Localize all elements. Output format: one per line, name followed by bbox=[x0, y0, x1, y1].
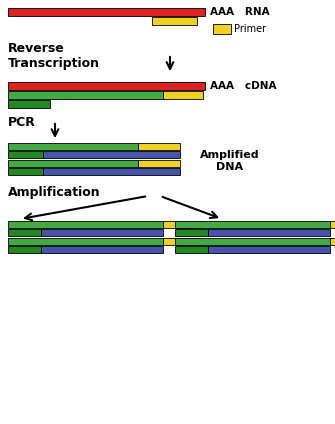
Text: AAA   RNA: AAA RNA bbox=[210, 7, 270, 17]
Bar bbox=[175, 221, 330, 228]
Bar bbox=[8, 221, 163, 228]
Bar bbox=[330, 221, 335, 228]
Bar bbox=[8, 246, 41, 253]
Bar bbox=[8, 160, 138, 167]
Bar bbox=[8, 82, 205, 90]
Bar bbox=[213, 24, 231, 34]
Bar bbox=[43, 168, 180, 175]
Bar bbox=[41, 229, 163, 236]
Text: Amplification: Amplification bbox=[8, 186, 100, 199]
Bar bbox=[138, 143, 180, 150]
Bar bbox=[163, 221, 201, 228]
Bar bbox=[175, 246, 208, 253]
Bar bbox=[208, 229, 330, 236]
Text: AAA   cDNA: AAA cDNA bbox=[210, 81, 276, 91]
Text: Amplified
DNA: Amplified DNA bbox=[200, 150, 260, 172]
Bar bbox=[175, 238, 330, 245]
Bar bbox=[8, 229, 41, 236]
Bar bbox=[330, 238, 335, 245]
Text: Primer: Primer bbox=[234, 24, 266, 34]
Bar bbox=[163, 238, 201, 245]
Bar bbox=[138, 160, 180, 167]
Bar bbox=[8, 151, 43, 158]
Bar bbox=[43, 151, 180, 158]
Bar bbox=[8, 91, 163, 99]
Bar bbox=[8, 238, 163, 245]
Text: PCR: PCR bbox=[8, 116, 36, 129]
Bar bbox=[208, 246, 330, 253]
Text: Reverse
Transcription: Reverse Transcription bbox=[8, 42, 100, 70]
Bar bbox=[41, 246, 163, 253]
Bar bbox=[8, 100, 50, 108]
Bar bbox=[163, 91, 203, 99]
Bar bbox=[8, 143, 138, 150]
Bar bbox=[175, 229, 208, 236]
Bar bbox=[8, 168, 43, 175]
Bar bbox=[152, 17, 197, 25]
Bar bbox=[8, 8, 205, 16]
